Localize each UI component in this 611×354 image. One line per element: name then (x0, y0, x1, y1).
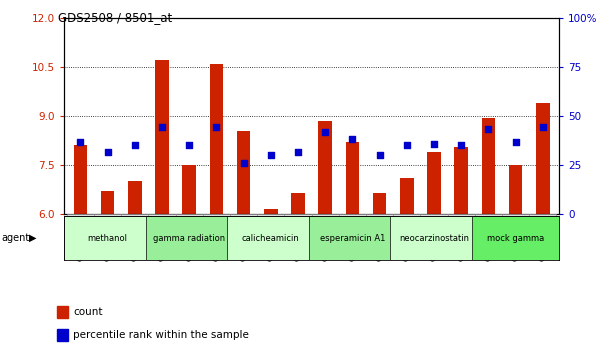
Point (293, 149, 303, 155)
Bar (427, 152, 441, 214)
Bar (318, 121, 332, 214)
Bar (284, 214, 312, 260)
Bar (101, 191, 114, 214)
Bar (146, 216, 233, 260)
Bar (264, 209, 277, 214)
Bar (420, 214, 448, 260)
Bar (509, 165, 522, 214)
Text: GSM120132: GSM120132 (349, 216, 356, 261)
Text: neocarzinostatin: neocarzinostatin (399, 234, 469, 242)
Text: GSM120135: GSM120135 (431, 216, 437, 261)
Text: GSM120142: GSM120142 (540, 216, 546, 261)
Text: GSM120140: GSM120140 (485, 216, 491, 261)
Bar (94, 214, 121, 260)
Bar (390, 216, 477, 260)
Bar (312, 214, 339, 260)
Text: esperamicin A1: esperamicin A1 (320, 234, 385, 242)
Point (103, 149, 112, 155)
Text: GSM120129: GSM120129 (268, 216, 274, 261)
Text: GSM120144: GSM120144 (186, 216, 192, 261)
Text: GSM120128: GSM120128 (241, 216, 247, 261)
Text: agent: agent (1, 233, 29, 243)
Point (402, 143, 412, 148)
Text: GSM120145: GSM120145 (213, 216, 219, 261)
Bar (230, 214, 257, 260)
Point (130, 143, 140, 148)
Text: GSM120137: GSM120137 (78, 216, 84, 261)
Bar (536, 103, 549, 214)
Text: GSM120136: GSM120136 (458, 216, 464, 261)
Bar (257, 214, 284, 260)
Point (185, 143, 194, 148)
Text: GSM120134: GSM120134 (404, 216, 410, 261)
Point (266, 152, 276, 158)
Text: mock gamma: mock gamma (487, 234, 544, 242)
Bar (128, 181, 142, 214)
Bar (309, 216, 396, 260)
Point (239, 161, 249, 166)
Point (538, 125, 547, 130)
Bar (339, 214, 366, 260)
Text: gamma radiation: gamma radiation (153, 234, 225, 242)
Text: GSM120141: GSM120141 (513, 216, 519, 261)
Point (456, 143, 466, 148)
Bar (448, 214, 475, 260)
Text: GSM120138: GSM120138 (104, 216, 111, 261)
Bar (455, 147, 468, 214)
Text: GSM120130: GSM120130 (295, 216, 301, 261)
Bar (74, 145, 87, 214)
Bar (400, 178, 414, 214)
Bar (475, 214, 502, 260)
Bar (393, 214, 420, 260)
Bar (121, 214, 148, 260)
Text: ▶: ▶ (29, 233, 37, 243)
Text: GSM120139: GSM120139 (132, 216, 138, 261)
Bar (472, 216, 559, 260)
Text: percentile rank within the sample: percentile rank within the sample (73, 330, 249, 340)
Point (157, 125, 167, 130)
Point (375, 152, 384, 158)
Bar (183, 165, 196, 214)
Text: GDS2508 / 8501_at: GDS2508 / 8501_at (58, 11, 172, 24)
Bar (227, 216, 314, 260)
Bar (366, 214, 393, 260)
Point (483, 126, 493, 132)
Point (211, 125, 221, 130)
Bar (175, 214, 203, 260)
Bar (291, 193, 305, 214)
Bar (203, 214, 230, 260)
Text: methanol: methanol (87, 234, 128, 242)
Bar (237, 131, 251, 214)
Bar (57, 306, 68, 318)
Point (348, 136, 357, 142)
Point (76, 139, 86, 145)
Text: count: count (73, 307, 103, 317)
Bar (148, 214, 175, 260)
Text: GSM120143: GSM120143 (159, 216, 165, 261)
Bar (210, 64, 223, 214)
Bar (481, 118, 495, 214)
Bar (346, 142, 359, 214)
Bar (502, 214, 529, 260)
Point (429, 141, 439, 147)
Bar (57, 329, 68, 341)
Bar (67, 214, 94, 260)
Bar (64, 216, 151, 260)
Text: GSM120133: GSM120133 (376, 216, 382, 261)
Bar (155, 60, 169, 214)
Text: calicheamicin: calicheamicin (242, 234, 300, 242)
Bar (529, 214, 557, 260)
Point (511, 139, 521, 145)
Point (320, 130, 330, 135)
Text: GSM120131: GSM120131 (322, 216, 328, 261)
Bar (373, 193, 386, 214)
